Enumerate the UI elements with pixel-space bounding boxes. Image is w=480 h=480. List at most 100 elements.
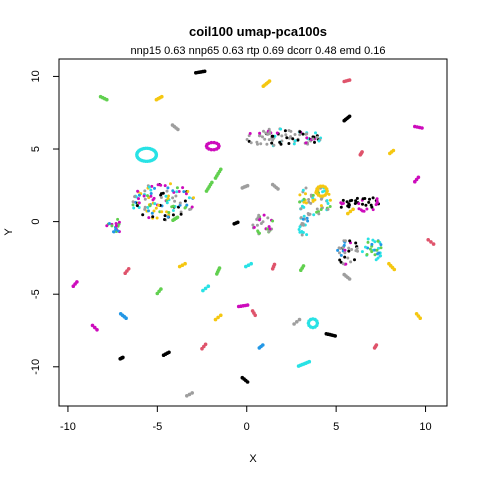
data-point [321,184,325,188]
data-point [154,154,158,158]
data-point [143,197,147,201]
data-point [377,251,381,255]
data-point [292,142,296,146]
data-point [297,228,301,231]
data-point [262,213,266,217]
data-point [374,258,378,262]
data-point [236,220,240,225]
data-point [114,228,118,231]
data-point [185,394,189,398]
data-point [160,94,164,99]
data-point [258,231,261,235]
data-point [370,250,374,254]
data-point [110,224,114,228]
data-point [159,287,163,291]
data-point [203,286,208,291]
data-point [289,135,293,139]
data-point [296,138,300,142]
data-point [315,135,319,139]
data-point [375,197,379,201]
data-point [391,148,396,153]
data-point [349,260,353,264]
y-axis-label: Y [3,228,15,236]
data-point [379,243,383,247]
data-point [347,246,351,250]
data-point [149,192,153,195]
data-point [182,190,186,194]
data-point [170,205,174,209]
data-point [287,129,291,132]
data-point [178,201,182,205]
data-point [219,167,223,172]
data-point [263,137,267,141]
data-point [184,192,188,196]
chart-subtitle: nnp15 0.63 nnp65 0.63 rtp 0.69 dcorr 0.4… [130,45,385,57]
data-point [150,184,154,188]
data-point [311,193,315,197]
data-point [175,190,179,194]
data-point [159,196,163,199]
data-point [202,69,207,74]
data-point [255,140,259,144]
data-point [105,224,109,228]
data-point [116,229,120,233]
data-point [264,131,268,135]
data-point [283,129,287,133]
tick-label: 10 [419,421,431,433]
x-axis-label: X [249,453,257,465]
data-point [255,217,259,221]
data-point [183,261,187,266]
data-point [165,189,169,193]
data-point [178,203,182,207]
data-point [187,392,192,397]
data-point [252,225,256,229]
data-point [307,213,311,217]
data-point [301,264,306,268]
data-point [251,223,255,227]
data-point [177,190,181,193]
data-point [343,251,347,255]
data-point [107,222,111,225]
data-point [163,214,167,218]
data-point [364,203,368,207]
data-point [261,135,264,139]
data-point [245,183,250,188]
data-point [302,214,306,218]
data-point [245,138,249,141]
data-point [356,249,359,253]
data-point [266,216,270,220]
data-point [307,198,311,201]
data-point [258,134,262,138]
data-point [304,192,307,196]
data-point [176,127,180,132]
data-point [143,189,147,193]
tick-label: 5 [333,421,339,433]
data-point [148,204,152,208]
data-point [346,211,350,216]
x-axis: -10 -5 0 5 10 [60,406,432,433]
data-point [265,142,269,146]
data-point [210,180,214,185]
data-point [375,248,379,252]
data-point [426,238,431,242]
data-point [149,194,153,198]
data-point [355,196,359,200]
data-point [298,193,302,197]
data-point [362,209,366,213]
data-point [416,175,421,180]
data-point [154,206,158,210]
data-point [373,253,377,257]
data-point [347,114,352,119]
data-point [306,219,310,223]
data-point [271,138,275,142]
data-point [347,277,352,281]
data-point [339,201,343,205]
data-point [319,204,323,208]
data-point [339,205,343,209]
data-point [304,201,308,205]
data-point [304,141,308,145]
data-point [379,246,383,250]
data-point [298,200,302,204]
data-point [156,183,160,187]
data-point [344,262,348,266]
